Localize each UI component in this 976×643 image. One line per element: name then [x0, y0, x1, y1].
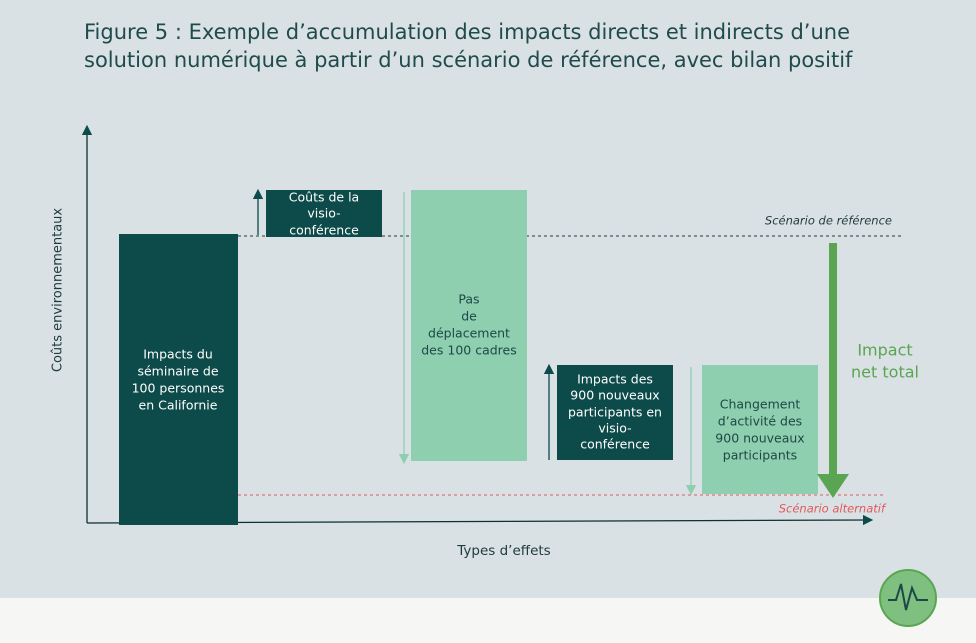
box-text: Coûts de la [289, 190, 359, 205]
box-text: en Californie [139, 398, 218, 413]
box-text: d’activité des [718, 414, 802, 429]
title: solution numérique à partir d’un scénari… [84, 48, 853, 72]
box-text: conférence [580, 437, 650, 452]
box-text: des 100 cadres [421, 343, 516, 358]
logo-wave [888, 583, 928, 611]
box-text: Pas [458, 292, 479, 307]
box-text: participants [723, 448, 797, 463]
alternative-label: Scénario alternatif [779, 502, 887, 516]
reference-label: Scénario de référence [765, 214, 892, 228]
box-text: conférence [289, 223, 359, 238]
box [702, 365, 818, 494]
box-text: Changement [720, 397, 801, 412]
box-text: séminaire de [137, 364, 218, 379]
y-axis-label: Coûts environnementaux [51, 208, 66, 373]
box [557, 365, 673, 460]
box-text: de [461, 309, 477, 324]
net-label: Impact [857, 341, 912, 360]
box-text: Impacts du [143, 347, 213, 362]
net-label: net total [851, 363, 919, 382]
logo [879, 569, 937, 627]
box-text: participants en [568, 405, 662, 420]
box [266, 190, 382, 237]
box-text: 900 nouveaux [570, 388, 659, 403]
box [119, 234, 238, 525]
box-text: 900 nouveaux [715, 431, 804, 446]
title: Figure 5 : Exemple d’accumulation des im… [84, 20, 850, 44]
box-text: déplacement [428, 326, 510, 341]
box [411, 190, 527, 461]
box-text: 100 personnes [132, 381, 225, 396]
box-text: Impacts des [577, 372, 653, 387]
box-text: visio- [598, 421, 631, 436]
box-text: visio- [307, 206, 340, 221]
x-axis-label: Types d’effets [456, 543, 550, 559]
